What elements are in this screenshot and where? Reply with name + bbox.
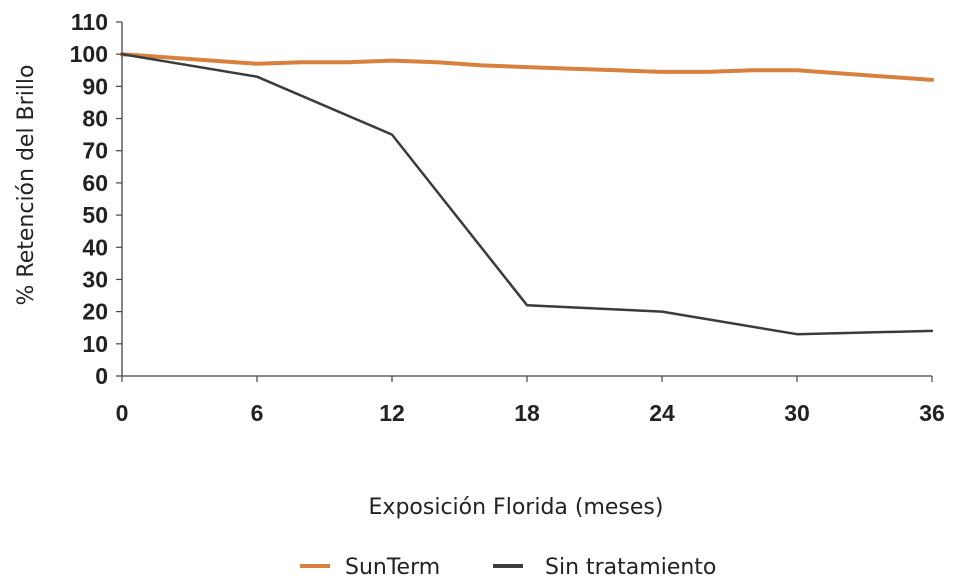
x-tick-label: 18 bbox=[514, 400, 540, 426]
x-axis-title: Exposición Florida (meses) bbox=[369, 495, 664, 520]
y-tick-label: 50 bbox=[82, 202, 108, 228]
series-line-sin-tratamiento bbox=[122, 54, 932, 334]
legend-label-sunterm: SunTerm bbox=[345, 555, 440, 580]
y-tick-label: 60 bbox=[82, 170, 108, 196]
x-tick-label: 12 bbox=[379, 400, 405, 426]
y-tick-label: 0 bbox=[95, 363, 108, 389]
x-tick-label: 6 bbox=[251, 400, 264, 426]
x-tick-label: 30 bbox=[784, 400, 810, 426]
x-tick-label: 36 bbox=[919, 400, 945, 426]
x-tick-label: 0 bbox=[116, 400, 129, 426]
y-axis-title: % Retención del Brillo bbox=[14, 65, 39, 306]
y-tick-label: 80 bbox=[82, 106, 108, 132]
x-tick-label: 24 bbox=[649, 400, 675, 426]
legend-label-sin-tratamiento: Sin tratamiento bbox=[545, 555, 716, 580]
y-tick-label: 10 bbox=[82, 331, 108, 357]
y-tick-label: 90 bbox=[82, 73, 108, 99]
plot-lines bbox=[122, 54, 932, 334]
y-ticks: 0 10 20 30 40 50 60 70 80 90 100 110 bbox=[70, 9, 122, 389]
y-tick-label: 70 bbox=[82, 138, 108, 164]
legend: SunTerm Sin tratamiento bbox=[300, 555, 716, 580]
y-tick-label: 100 bbox=[70, 41, 108, 67]
y-tick-label: 30 bbox=[82, 266, 108, 292]
x-ticks: 0 6 12 18 24 30 36 bbox=[116, 376, 945, 426]
series-line-sunterm bbox=[122, 54, 932, 80]
y-tick-label: 110 bbox=[71, 9, 108, 35]
y-tick-label: 20 bbox=[82, 299, 108, 325]
y-tick-label: 40 bbox=[82, 234, 108, 260]
